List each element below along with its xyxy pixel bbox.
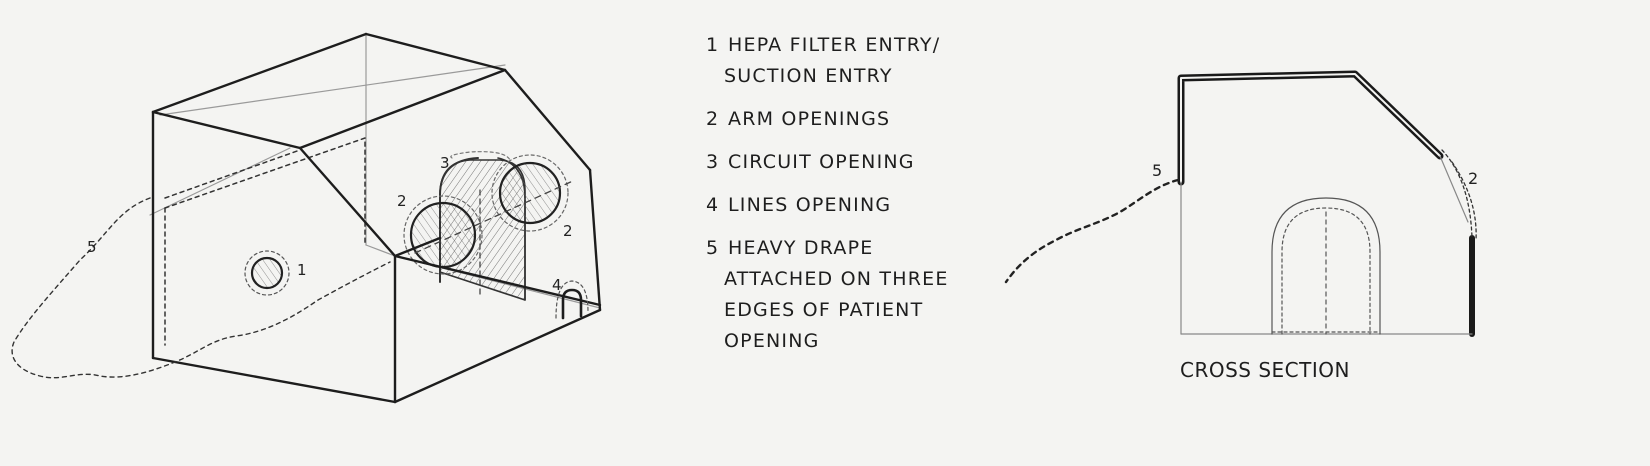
legend-line: ARM OPENINGS (728, 108, 891, 130)
legend-number: 1 (706, 34, 720, 56)
legend-item: 1 HEPA FILTER ENTRY/SUCTION ENTRY (706, 30, 949, 92)
legend-number: 5 (706, 237, 720, 259)
lines-opening (555, 280, 589, 320)
callout-5: 5 (87, 238, 97, 256)
legend-item: 4 LINES OPENING (706, 190, 949, 221)
legend-text: LINES OPENING (724, 190, 891, 221)
legend-number: 2 (706, 108, 720, 130)
legend: 1 HEPA FILTER ENTRY/SUCTION ENTRY 2 ARM OPE… (706, 30, 949, 369)
isometric-box (11, 32, 602, 404)
section-drape (1004, 178, 1180, 284)
section-arm-opening (1441, 149, 1477, 241)
callout-2-right: 2 (563, 222, 573, 240)
heavy-drape (11, 197, 391, 379)
section-callout-2: 2 (1468, 169, 1478, 188)
legend-line: HEPA FILTER ENTRY/ (728, 34, 941, 56)
legend-item: 3 CIRCUIT OPENING (706, 147, 949, 178)
legend-line: LINES OPENING (728, 194, 892, 216)
box-edges (151, 32, 602, 404)
hepa-filter-entry (244, 250, 290, 296)
section-callout-5: 5 (1152, 161, 1162, 180)
section-callouts: 5 2 (1152, 161, 1478, 188)
legend-text: CIRCUIT OPENING (724, 147, 915, 178)
cross-section-drawing (1004, 70, 1477, 337)
legend-line: HEAVY DRAPE (728, 237, 874, 259)
legend-text: ARM OPENINGS (724, 104, 890, 135)
cross-section-title: CROSS SECTION (1180, 358, 1350, 382)
callout-4: 4 (552, 276, 562, 294)
legend-text: HEPA FILTER ENTRY/SUCTION ENTRY (724, 30, 940, 92)
patient-opening (164, 137, 366, 346)
legend-line: CIRCUIT OPENING (728, 151, 915, 173)
legend-line: OPENING (724, 330, 820, 352)
box-callouts: 1 2 3 2 4 5 (87, 154, 573, 294)
legend-number: 3 (706, 151, 720, 173)
legend-line: EDGES OF PATIENT (724, 299, 924, 321)
callout-3: 3 (440, 154, 450, 172)
section-wall (1177, 70, 1475, 337)
legend-number: 4 (706, 194, 720, 216)
legend-text: HEAVY DRAPE ATTACHED ON THREE EDGES OF PAT… (724, 233, 949, 357)
section-circuit-opening (1271, 197, 1381, 335)
callout-2-left: 2 (397, 192, 407, 210)
callout-1: 1 (297, 261, 307, 279)
legend-item: 5 HEAVY DRAPE ATTACHED ON THREE EDGES OF PA… (706, 233, 949, 357)
arm-opening-right (491, 154, 569, 232)
legend-line: ATTACHED ON THREE (724, 268, 949, 290)
legend-item: 2 ARM OPENINGS (706, 104, 949, 135)
legend-line: SUCTION ENTRY (724, 65, 893, 87)
